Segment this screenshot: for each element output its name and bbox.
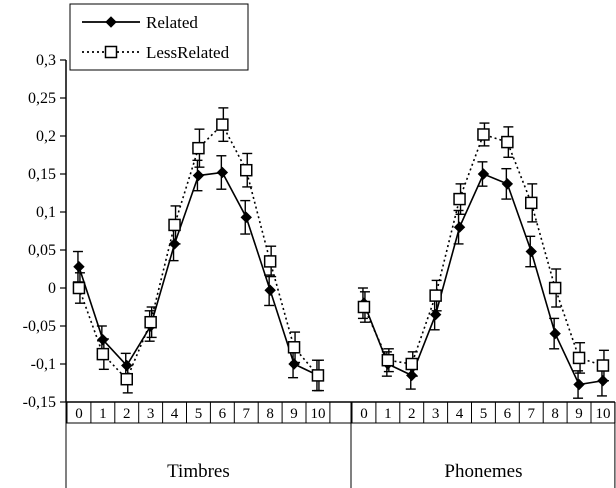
data-point-lessrelated <box>548 281 562 295</box>
data-point-related <box>216 166 229 179</box>
data-point-lessrelated <box>263 255 277 268</box>
series-line-lessrelated <box>78 123 319 381</box>
x-tick-label: 7 <box>528 406 536 422</box>
data-point-lessrelated <box>357 300 371 314</box>
legend: Related LessRelated <box>69 3 249 71</box>
x-tick-label: 8 <box>266 406 274 422</box>
series-lines-layer <box>78 123 604 386</box>
data-point-lessrelated <box>405 357 418 371</box>
data-point-lessrelated <box>168 218 181 232</box>
data-point-related <box>406 369 418 382</box>
legend-label: LessRelated <box>146 43 230 62</box>
x-tick-label: 6 <box>504 406 512 422</box>
x-tick-label: 0 <box>360 406 368 422</box>
data-point-related <box>477 168 490 180</box>
y-tick-label: 0,25 <box>28 90 56 107</box>
y-tick-label: 0 <box>48 280 56 297</box>
data-point-related <box>549 327 561 340</box>
x-tick-label: 0 <box>75 406 83 422</box>
data-point-related <box>453 221 466 233</box>
legend-label: Related <box>146 13 198 32</box>
data-point-related <box>168 238 181 250</box>
data-point-lessrelated <box>96 347 110 361</box>
y-tick-label: 0,15 <box>28 166 56 183</box>
x-tick-label: 10 <box>310 406 325 422</box>
data-point-related <box>121 359 133 372</box>
data-point-related <box>573 378 585 391</box>
x-tick-label: 2 <box>408 406 416 422</box>
data-point-related <box>525 245 537 258</box>
x-tick-label: 3 <box>432 406 440 422</box>
x-tick-label: 6 <box>219 406 227 422</box>
data-point-related <box>264 284 276 296</box>
x-tick-label: 4 <box>171 406 179 422</box>
data-point-related <box>288 358 300 370</box>
data-point-related <box>240 211 252 224</box>
data-point-lessrelated <box>501 135 514 149</box>
series-line-lessrelated <box>363 133 604 367</box>
x-group-label: Timbres <box>167 461 230 482</box>
data-point-lessrelated <box>240 163 253 177</box>
legend-marker <box>105 16 117 28</box>
y-tick-label: -0,1 <box>31 356 56 373</box>
data-point-lessrelated <box>525 196 538 210</box>
series-line-related <box>78 171 319 377</box>
data-point-lessrelated <box>572 351 586 365</box>
data-point-related <box>429 308 442 321</box>
y-tick-label: -0,15 <box>23 394 56 411</box>
y-tick-label: -0,05 <box>23 318 56 335</box>
data-point-related <box>501 178 514 190</box>
y-tick-label: 0,2 <box>36 128 56 145</box>
data-point-related <box>97 333 109 346</box>
x-tick-label: 9 <box>575 406 583 422</box>
x-tick-label: 5 <box>195 406 203 422</box>
data-point-lessrelated <box>216 118 229 131</box>
data-point-related <box>597 375 609 387</box>
x-tick-label: 2 <box>123 406 131 422</box>
y-tick-label: 0,05 <box>28 242 56 259</box>
x-tick-label: 7 <box>243 406 251 422</box>
data-point-lessrelated <box>596 359 610 372</box>
y-tick-label: 0,3 <box>36 52 56 69</box>
x-group-label: Phonemes <box>444 461 522 482</box>
legend-marker <box>104 45 118 59</box>
data-point-lessrelated <box>144 315 157 329</box>
x-tick-label: 9 <box>290 406 298 422</box>
data-point-lessrelated <box>381 353 395 367</box>
x-tick-label: 3 <box>147 406 155 422</box>
data-point-lessrelated <box>453 192 466 206</box>
y-tick-label: 0,1 <box>36 204 56 221</box>
x-tick-label: 1 <box>99 406 107 422</box>
data-point-related <box>73 261 85 273</box>
data-point-lessrelated <box>192 141 205 155</box>
data-point-lessrelated <box>287 341 301 354</box>
legend-box <box>69 3 249 71</box>
series-line-related <box>363 172 604 386</box>
x-tick-label: 1 <box>384 406 392 422</box>
x-tick-label: 8 <box>551 406 559 422</box>
data-point-lessrelated <box>120 372 133 386</box>
x-tick-label: 5 <box>480 406 488 422</box>
data-point-lessrelated <box>429 289 442 302</box>
data-point-related <box>192 169 205 182</box>
data-point-lessrelated <box>477 128 490 141</box>
x-tick-label: 4 <box>456 406 464 422</box>
x-tick-label: 10 <box>595 406 610 422</box>
data-point-lessrelated <box>311 369 325 382</box>
markers-layer <box>72 118 610 391</box>
data-point-lessrelated <box>72 281 86 295</box>
